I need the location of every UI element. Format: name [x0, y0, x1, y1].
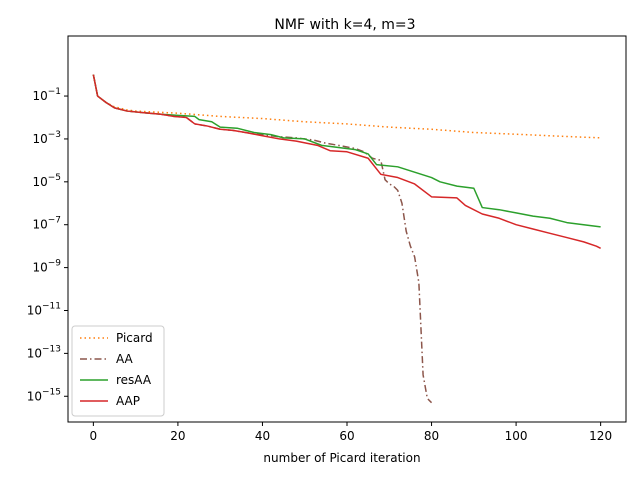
series-line-aap: [92, 74, 601, 249]
x-tick-label-120: 120: [589, 429, 612, 443]
legend-label-aap: AAP: [116, 394, 140, 408]
x-tick-label-0: 0: [90, 429, 98, 443]
series-line-aa: [92, 74, 433, 404]
y-tick-label-15: 10−15: [27, 387, 61, 403]
y-tick-label-1: 10−1: [32, 87, 61, 103]
y-tick-label-13: 10−13: [27, 344, 61, 360]
y-axis: 10−1 10−3 10−5 10−7 10−9 10−11 10−13 10−15: [27, 87, 68, 403]
legend-box: [71, 325, 165, 417]
y-tick-label-9: 10−9: [32, 259, 61, 275]
y-tick-label-3: 10−3: [32, 130, 61, 146]
y-tick-label-11: 10−11: [27, 301, 61, 317]
chart-title: NMF with k=4, m=3: [274, 17, 415, 33]
y-tick-label-7: 10−7: [32, 216, 61, 232]
legend: Picard AA resAA AAP: [71, 325, 165, 417]
x-tick-label-60: 60: [339, 429, 354, 443]
series-layer: [92, 74, 601, 404]
x-tick-label-20: 20: [170, 429, 185, 443]
legend-label-picard: Picard: [116, 331, 153, 345]
x-tick-label-40: 40: [255, 429, 270, 443]
legend-label-resaa: resAA: [116, 373, 152, 387]
y-tick-label-5: 10−5: [32, 173, 61, 189]
legend-label-aa: AA: [116, 352, 134, 366]
x-tick-label-80: 80: [424, 429, 439, 443]
x-axis-label: number of Picard iteration: [263, 451, 420, 465]
x-axis: 0 20 40 60 80 100 120: [90, 422, 612, 443]
plot-area: [67, 35, 627, 423]
x-tick-label-100: 100: [505, 429, 528, 443]
